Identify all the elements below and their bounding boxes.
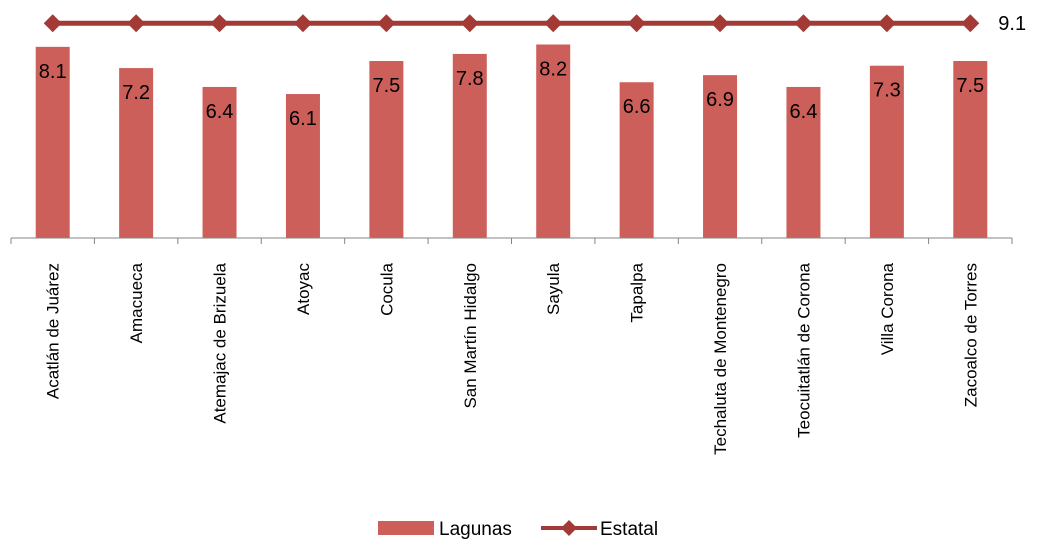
legend-label-lagunas: Lagunas — [439, 519, 512, 540]
bar — [119, 68, 154, 238]
bar-series-lagunas — [35, 44, 988, 239]
line-series-estatal — [43, 14, 980, 33]
estatal-marker — [961, 14, 980, 33]
estatal-marker — [794, 14, 813, 33]
estatal-marker — [460, 14, 479, 33]
bar — [869, 65, 904, 238]
x-tick-label: Zacoalco de Torres — [961, 263, 980, 407]
bar-value-label: 6.6 — [623, 96, 651, 118]
legend: Lagunas Estatal — [378, 519, 658, 540]
estatal-marker — [293, 14, 312, 33]
bar-data-labels: 8.1 7.2 6.4 6.1 7.5 7.8 8.2 6.6 6.9 6.4 7.3 7.5 — [39, 58, 984, 130]
bar — [786, 86, 821, 239]
estatal-marker — [210, 14, 229, 33]
estatal-marker — [377, 14, 396, 33]
bar — [703, 75, 738, 238]
x-axis-ticks — [10, 238, 1013, 244]
x-tick-label: San Martín Hidalgo — [461, 263, 480, 409]
x-tick-label: Villa Corona — [878, 262, 897, 355]
bar — [285, 94, 320, 238]
bar-value-label: 6.4 — [790, 101, 818, 123]
bar-value-label: 6.4 — [206, 101, 234, 123]
bar — [369, 61, 404, 238]
bar-value-label: 7.3 — [873, 80, 901, 102]
bar-value-label: 6.1 — [289, 108, 317, 130]
bar-value-label: 7.5 — [956, 75, 984, 97]
estatal-marker — [627, 14, 646, 33]
x-tick-label: Cocula — [377, 262, 396, 315]
x-tick-label: Sayula — [544, 262, 563, 315]
bar-value-label: 7.8 — [456, 68, 484, 90]
x-tick-label: Tapalpa — [628, 262, 647, 322]
estatal-marker — [43, 14, 62, 33]
bar-value-label: 8.1 — [39, 61, 67, 83]
bar-value-label: 8.2 — [539, 58, 567, 80]
bar-value-label: 7.5 — [372, 75, 400, 97]
legend-label-estatal: Estatal — [600, 519, 658, 540]
bar — [35, 46, 70, 239]
estatal-marker — [877, 14, 896, 33]
estatal-marker — [711, 14, 730, 33]
bar — [619, 82, 654, 239]
bar-value-label: 7.2 — [122, 82, 150, 104]
x-tick-label: Amacueca — [127, 262, 146, 343]
estatal-end-label: 9.1 — [998, 13, 1026, 35]
x-tick-label: Atoyac — [294, 263, 313, 315]
x-tick-label: Teocuitatlán de Corona — [794, 262, 813, 437]
legend-swatch-lagunas — [378, 521, 434, 535]
estatal-marker — [127, 14, 146, 33]
x-tick-label: Techaluta de Montenegro — [711, 263, 730, 455]
bar — [953, 61, 988, 238]
x-axis-tick-labels: Acatlán de Juárez Amacueca Atemajac de Bri… — [44, 262, 981, 454]
bar-value-label: 6.9 — [706, 89, 734, 111]
bar — [536, 44, 571, 239]
bar — [202, 86, 237, 239]
x-tick-label: Acatlán de Juárez — [44, 263, 63, 399]
legend-swatch-estatal-marker — [561, 520, 577, 536]
bar — [452, 53, 487, 238]
estatal-marker — [544, 14, 563, 33]
x-tick-label: Atemajac de Brizuela — [211, 262, 230, 423]
